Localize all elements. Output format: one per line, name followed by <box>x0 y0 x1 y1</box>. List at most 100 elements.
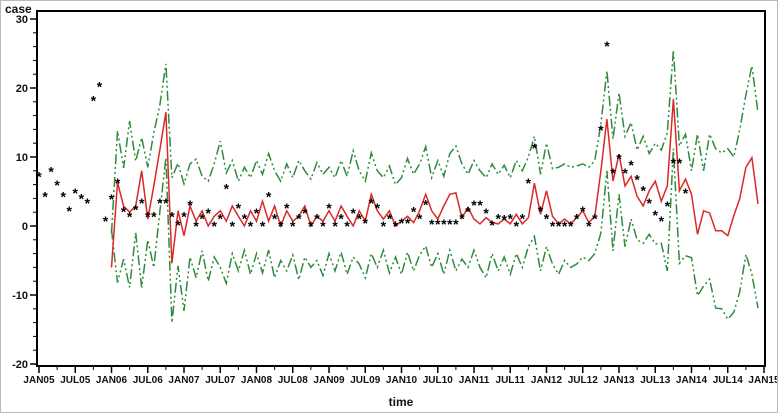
x-tick-label: JUL10 <box>423 375 453 386</box>
observed-asterisk: * <box>610 165 616 181</box>
observed-asterisk: * <box>278 218 284 234</box>
x-tick-label: JAN11 <box>459 375 490 386</box>
observed-asterisk: * <box>514 218 520 234</box>
observed-asterisk: * <box>218 210 224 226</box>
observed-asterisk: * <box>640 183 646 199</box>
observed-asterisk: * <box>326 200 332 216</box>
observed-asterisk: * <box>501 212 507 228</box>
observed-asterisk: * <box>459 210 465 226</box>
observed-asterisk: * <box>236 200 242 216</box>
observed-asterisk: * <box>628 157 634 173</box>
observed-asterisk: * <box>284 200 290 216</box>
y-tick-label: 0 <box>22 221 28 233</box>
observed-asterisk: * <box>423 197 429 213</box>
x-tick-label: JUL13 <box>640 375 670 386</box>
observed-asterisk: * <box>350 205 356 221</box>
observed-asterisk: * <box>447 216 453 232</box>
observed-asterisk: * <box>224 181 230 197</box>
observed-asterisk: * <box>85 195 91 211</box>
observed-asterisk: * <box>320 218 326 234</box>
observed-asterisk: * <box>381 218 387 234</box>
observed-asterisk: * <box>580 203 586 219</box>
observed-asterisk: * <box>477 197 483 213</box>
observed-asterisk: * <box>441 216 447 232</box>
x-tick-label: JUL12 <box>568 375 598 386</box>
observed-asterisk: * <box>562 218 568 234</box>
observed-asterisk: * <box>356 210 362 226</box>
y-tick-label: -20 <box>12 359 28 371</box>
observed-asterisk: * <box>127 208 133 224</box>
observed-asterisk: * <box>411 203 417 219</box>
x-tick-label: JUL14 <box>713 375 743 386</box>
x-axis-title: time <box>388 395 414 409</box>
observed-asterisk: * <box>242 210 248 226</box>
observed-asterisk: * <box>622 165 628 181</box>
observed-asterisk: * <box>465 203 471 219</box>
y-axis-title: case <box>5 2 32 16</box>
x-tick-label: JUL06 <box>133 375 163 386</box>
observed-asterisk: * <box>453 216 459 232</box>
observed-asterisk: * <box>435 216 441 232</box>
observed-asterisk: * <box>598 122 604 138</box>
x-tick-label: JUL11 <box>496 375 526 386</box>
observed-asterisk: * <box>646 195 652 211</box>
observed-asterisk: * <box>653 207 659 223</box>
observed-asterisk: * <box>417 210 423 226</box>
observed-asterisk: * <box>568 218 574 234</box>
observed-asterisk: * <box>556 218 562 234</box>
observed-asterisk: * <box>181 208 187 224</box>
plot-frame <box>36 10 766 367</box>
observed-asterisk: * <box>429 216 435 232</box>
y-tick-label: 30 <box>16 14 28 26</box>
observed-asterisk: * <box>363 215 369 231</box>
observed-asterisk: * <box>520 210 526 226</box>
observed-asterisk: * <box>659 213 665 229</box>
x-tick-label: JUL07 <box>205 375 235 386</box>
x-tick-label: JAN12 <box>531 375 563 386</box>
observed-asterisk: * <box>139 195 145 211</box>
observed-asterisk: * <box>538 203 544 219</box>
observed-asterisk: * <box>79 190 85 206</box>
x-tick-label: JAN06 <box>96 375 128 386</box>
observed-asterisk: * <box>344 218 350 234</box>
observed-asterisk: * <box>375 200 381 216</box>
observed-asterisk: * <box>665 198 671 214</box>
observed-asterisk: * <box>115 175 121 191</box>
observed-asterisk: * <box>387 210 393 226</box>
observed-asterisk: * <box>211 218 217 234</box>
observed-asterisk: * <box>483 205 489 221</box>
observed-asterisk: * <box>272 210 278 226</box>
observed-asterisk: * <box>332 218 338 234</box>
observed-asterisk: * <box>544 210 550 226</box>
observed-asterisk: * <box>254 205 260 221</box>
observed-asterisk: * <box>205 205 211 221</box>
observed-asterisk: * <box>163 195 169 211</box>
y-tick-label: 20 <box>16 83 28 95</box>
y-tick-label: -10 <box>12 290 28 302</box>
upper-confidence-limit-line <box>110 49 759 233</box>
x-tick-label: JAN05 <box>23 375 55 386</box>
x-tick-label: JAN14 <box>676 375 708 386</box>
observed-asterisk: * <box>151 208 157 224</box>
observed-asterisk: * <box>338 210 344 226</box>
observed-asterisk: * <box>60 188 66 204</box>
observed-asterisk: * <box>73 185 79 201</box>
x-tick-label: JAN10 <box>386 375 418 386</box>
observed-asterisk: * <box>495 210 501 226</box>
observed-asterisk: * <box>121 203 127 219</box>
observed-asterisk: * <box>677 155 683 171</box>
observed-asterisk: * <box>48 163 54 179</box>
lower-confidence-limit-line <box>110 148 759 323</box>
x-tick-label: JAN07 <box>168 375 200 386</box>
x-tick-label: JAN15 <box>748 375 778 386</box>
observed-asterisk: * <box>175 217 181 233</box>
model-center-forecast-line <box>110 98 759 268</box>
observed-asterisk: * <box>393 218 399 234</box>
observed-asterisk: * <box>290 218 296 234</box>
observed-asterisk: * <box>526 175 532 191</box>
observed-asterisk: * <box>296 210 302 226</box>
observed-asterisk: * <box>230 218 236 234</box>
observed-asterisk: * <box>54 177 60 193</box>
y-tick-label: 10 <box>16 152 28 164</box>
